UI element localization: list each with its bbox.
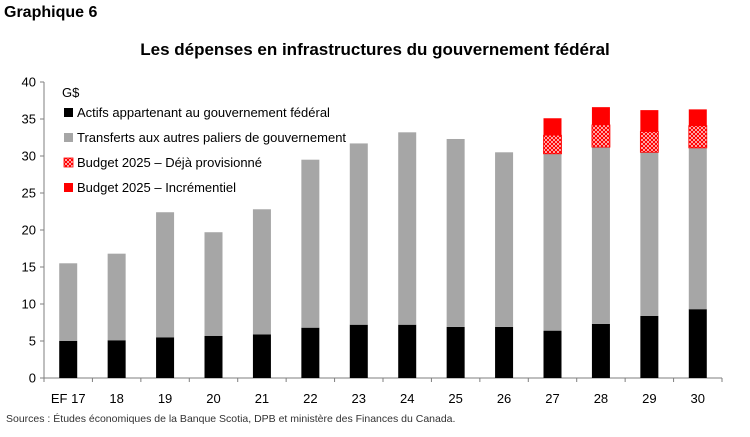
bar-segment [204, 232, 223, 336]
bar-segment [640, 110, 659, 132]
legend-swatch [64, 133, 73, 142]
y-tick-label: 5 [29, 334, 36, 349]
bar-segment [398, 132, 417, 325]
y-tick-label: 20 [22, 223, 36, 238]
x-tick-label: 25 [448, 391, 462, 406]
axes: 0 5 10 15 20 25 30 35 40 G$ EF 17 18 19 20 21 22 23 24 25 2… [22, 75, 723, 406]
x-tick-label: 18 [109, 391, 123, 406]
bars [59, 107, 708, 378]
bar-segment [639, 131, 659, 153]
source-note: Sources : Études économiques de la Banqu… [6, 413, 456, 425]
bar-segment [543, 330, 562, 378]
x-tick-label: EF 17 [51, 391, 86, 406]
x-tick-label: 27 [545, 391, 559, 406]
x-tick-label: 26 [497, 391, 511, 406]
x-tick-label: 24 [400, 391, 414, 406]
x-tick-label: 28 [594, 391, 608, 406]
legend-swatch [64, 183, 73, 192]
y-tick-label: 15 [22, 260, 36, 275]
bar-segment [495, 152, 514, 327]
y-tick-label: 0 [29, 371, 36, 386]
x-tick-label: 23 [352, 391, 366, 406]
y-tick-label: 40 [22, 75, 36, 90]
bar-segment [446, 138, 465, 327]
bar-segment [688, 309, 707, 378]
bar-segment [640, 315, 659, 378]
bar-segment [495, 326, 514, 378]
chart-title: Les dépenses en infrastructures du gouve… [140, 40, 610, 59]
x-tick-label: 29 [642, 391, 656, 406]
bar-segment [591, 107, 610, 125]
bar-segment [543, 153, 562, 331]
bar-segment [252, 334, 271, 378]
y-tick-label: 10 [22, 297, 36, 312]
x-tick-label: 20 [206, 391, 220, 406]
y-tick-label: 25 [22, 186, 36, 201]
legend-swatch [63, 157, 74, 168]
bar-segment [543, 134, 562, 155]
legend: Actifs appartenant au gouvernement fédér… [63, 105, 346, 195]
y-tick-label: 30 [22, 149, 36, 164]
legend-label: Actifs appartenant au gouvernement fédér… [77, 105, 330, 120]
x-tick-label: 19 [158, 391, 172, 406]
x-tick-label: 21 [255, 391, 269, 406]
bar-segment [591, 147, 610, 324]
bar-segment [543, 118, 562, 136]
bar-segment [301, 159, 320, 328]
graph-label: Graphique 6 [4, 4, 98, 21]
legend-label: Budget 2025 – Incrémentiel [77, 180, 236, 195]
legend-swatch [64, 108, 73, 117]
bar-segment [446, 326, 465, 378]
bar-segment [688, 125, 708, 149]
bar-segment [349, 143, 368, 325]
x-tick-label: 22 [303, 391, 317, 406]
bar-segment [591, 124, 611, 148]
x-tick-label: 30 [691, 391, 705, 406]
bar-segment [688, 109, 707, 126]
legend-label: Budget 2025 – Déjà provisionné [77, 155, 262, 170]
bar-segment [107, 340, 126, 378]
bar-segment [252, 209, 271, 335]
unit-label: G$ [62, 85, 80, 100]
bar-segment [156, 337, 175, 378]
y-tick-label: 35 [22, 112, 36, 127]
bar-segment [349, 324, 368, 378]
legend-label: Transferts aux autres paliers de gouvern… [77, 130, 346, 145]
bar-segment [301, 327, 320, 378]
bar-segment [204, 335, 223, 378]
bar-segment [107, 253, 126, 341]
bar-segment [59, 263, 78, 341]
bar-segment [640, 152, 659, 316]
bar-segment [156, 212, 175, 338]
bar-segment [59, 341, 78, 378]
bar-segment [591, 323, 610, 378]
bar-segment [688, 147, 707, 310]
bar-segment [398, 324, 417, 378]
